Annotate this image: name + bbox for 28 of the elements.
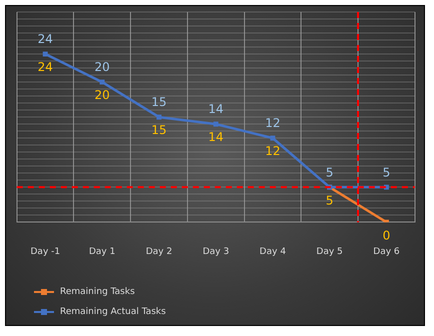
data-label: 14 bbox=[208, 130, 224, 144]
data-label: 15 bbox=[151, 123, 167, 138]
x-tick-label: Day 4 bbox=[260, 246, 286, 257]
data-label: 5 bbox=[326, 193, 334, 208]
x-tick-label: Day 3 bbox=[202, 246, 230, 257]
point bbox=[156, 114, 162, 120]
annotation: 20 bbox=[94, 60, 110, 74]
data-label: 5 bbox=[382, 165, 390, 180]
point bbox=[270, 136, 276, 141]
point bbox=[42, 52, 48, 57]
data-label: 12 bbox=[265, 144, 280, 158]
data-label: 0 bbox=[382, 228, 390, 242]
x-tick-label: Day 1 bbox=[88, 246, 116, 257]
data-label: 20 bbox=[94, 88, 110, 102]
point bbox=[100, 80, 105, 85]
x-tick-label: Day -1 bbox=[30, 246, 60, 257]
annotation: 15 bbox=[151, 95, 167, 110]
data-label: 24 bbox=[38, 60, 53, 74]
legend-label: Remaining Tasks bbox=[60, 287, 135, 297]
x-tick-label: Day 5 bbox=[316, 246, 343, 257]
legend-label: Remaining Actual Tasks bbox=[60, 307, 166, 317]
data-label: 5 bbox=[326, 165, 334, 180]
x-tick-label: Day 6 bbox=[373, 246, 400, 257]
annotation: 12 bbox=[265, 116, 280, 130]
annotation: 24 bbox=[38, 32, 53, 46]
x-tick-label: Day 2 bbox=[146, 246, 172, 257]
annotation: 14 bbox=[208, 102, 224, 116]
point bbox=[213, 122, 218, 127]
